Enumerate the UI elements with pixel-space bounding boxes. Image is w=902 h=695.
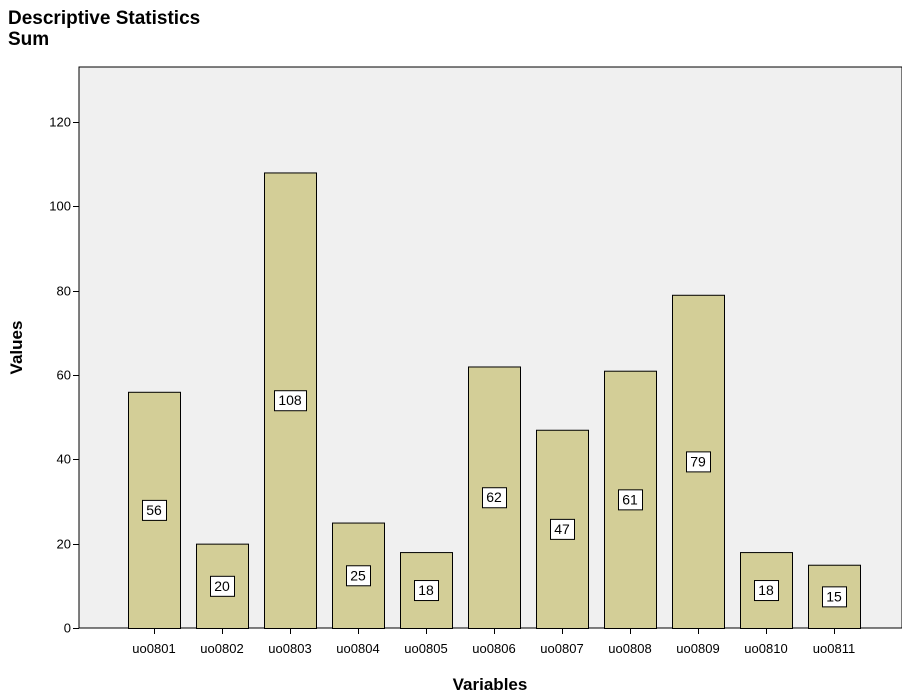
data-label-box: [482, 487, 507, 509]
data-label: 108: [278, 392, 302, 408]
data-label-box: [686, 451, 711, 473]
data-label-box: [346, 565, 371, 587]
data-label: 79: [690, 453, 706, 469]
chart-title: Descriptive Statistics: [8, 8, 201, 29]
x-tick-label: uo0806: [472, 641, 515, 656]
x-axis-title: Variables: [453, 675, 528, 694]
x-tick-label: uo0811: [813, 641, 855, 656]
chart-subtitle: Sum: [8, 29, 50, 50]
y-tick-label: 80: [57, 284, 71, 299]
data-label-box: [550, 518, 575, 540]
data-label: 62: [486, 489, 502, 505]
data-label: 61: [622, 491, 638, 507]
y-tick-label: 100: [49, 199, 71, 214]
data-label-box: [618, 489, 643, 511]
data-label-box: [142, 499, 167, 521]
y-tick-label: 60: [57, 368, 71, 383]
x-tick-label: uo0804: [336, 641, 379, 656]
data-label: 15: [826, 588, 842, 604]
data-label-box: [274, 390, 307, 412]
x-tick-label: uo0802: [200, 641, 243, 656]
x-tick-label: uo0810: [744, 641, 787, 656]
data-labels-layer: 56 20 108 25 18 62 47 61 79 18 15: [142, 390, 847, 608]
data-label: 56: [146, 502, 162, 518]
y-tick-label: 0: [64, 621, 71, 636]
axes-layer: 0 20 40 60 80 100 120 uo0801 uo0802 uo0803 uo0804 u…: [49, 115, 855, 657]
data-label: 18: [758, 582, 774, 598]
data-label: 47: [554, 521, 570, 537]
x-tick-label: uo0807: [540, 641, 583, 656]
y-tick-label: 40: [57, 452, 71, 467]
y-tick-label: 20: [57, 537, 71, 552]
data-label-box: [822, 586, 847, 608]
x-tick-label: uo0805: [404, 641, 447, 656]
data-label-box: [210, 575, 235, 597]
x-tick-label: uo0803: [268, 641, 311, 656]
x-tick-label: uo0801: [132, 641, 175, 656]
x-tick-label: uo0809: [676, 641, 719, 656]
data-label: 25: [350, 567, 366, 583]
y-tick-label: 120: [49, 115, 71, 130]
x-tick-label: uo0808: [608, 641, 651, 656]
data-label: 18: [418, 582, 434, 598]
data-label-box: [414, 580, 439, 602]
chart-title-block: Descriptive Statistics Sum: [8, 8, 200, 50]
y-axis-title: Values: [7, 321, 26, 375]
data-label-box: [754, 580, 779, 602]
data-label: 20: [214, 578, 230, 594]
